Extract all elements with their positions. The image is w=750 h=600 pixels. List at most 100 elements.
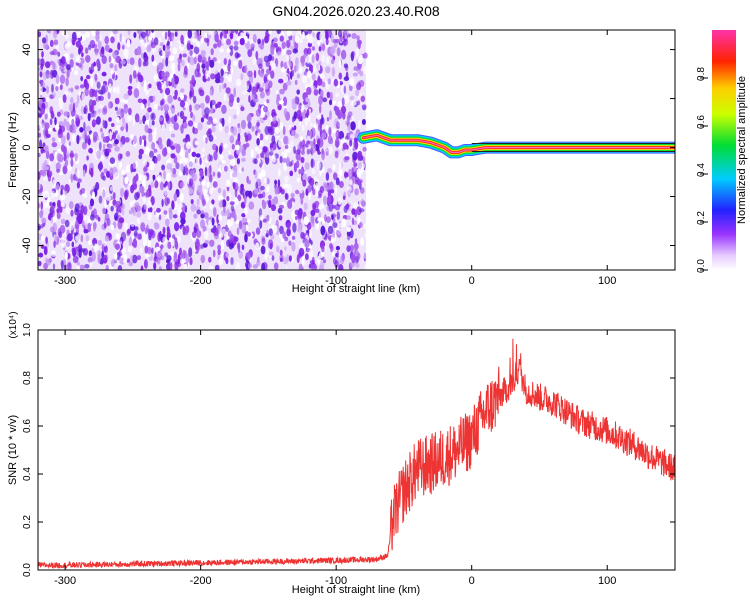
noise-blob xyxy=(302,139,306,148)
noise-blob xyxy=(351,254,356,264)
noise-blob xyxy=(104,36,109,45)
noise-blob xyxy=(41,170,47,177)
noise-blob xyxy=(361,162,365,170)
noise-blob xyxy=(52,92,56,98)
noise-blob xyxy=(164,71,170,78)
noise-blob xyxy=(158,214,162,221)
noise-blob xyxy=(212,181,218,188)
noise-blob xyxy=(241,244,245,251)
noise-blob xyxy=(348,201,353,206)
noise-blob xyxy=(39,70,43,78)
noise-blob xyxy=(142,60,147,67)
noise-blob xyxy=(51,142,58,148)
noise-blob xyxy=(301,124,305,132)
noise-blob xyxy=(121,169,126,176)
noise-blob xyxy=(67,90,72,95)
noise-blob xyxy=(81,141,87,150)
signal-track-layer-5 xyxy=(362,134,675,153)
noise-blob xyxy=(218,233,224,238)
noise-blob xyxy=(270,70,275,79)
noise-blob xyxy=(180,88,185,93)
noise-blob xyxy=(235,144,241,151)
noise-blob xyxy=(157,137,163,146)
noise-blob xyxy=(291,241,296,252)
noise-blob xyxy=(335,253,338,258)
noise-blob xyxy=(92,99,97,106)
noise-blob xyxy=(331,214,334,220)
noise-blob xyxy=(114,106,118,111)
y-tick-label: 0.8 xyxy=(22,371,33,385)
noise-blob xyxy=(179,100,186,108)
noise-blob xyxy=(259,133,264,141)
noise-blob xyxy=(209,187,214,195)
noise-blob xyxy=(159,42,164,47)
noise-blob xyxy=(40,235,45,241)
noise-blob xyxy=(38,191,42,197)
y-tick-label: 0 xyxy=(21,145,33,151)
noise-blob xyxy=(313,89,319,96)
colorbar-tick-label: 0.6 xyxy=(696,115,707,129)
noise-blob xyxy=(151,120,155,126)
noise-blob xyxy=(284,145,289,149)
noise-blob xyxy=(311,168,316,175)
noise-blob xyxy=(238,125,241,135)
noise-blob xyxy=(284,246,287,251)
noise-blob xyxy=(95,30,100,35)
noise-blob xyxy=(127,115,133,122)
noise-blob xyxy=(85,55,91,63)
noise-blob xyxy=(195,153,201,158)
noise-blob xyxy=(258,63,263,69)
noise-blob xyxy=(274,179,278,185)
noise-blob xyxy=(332,222,338,229)
noise-blob xyxy=(315,182,319,190)
noise-blob xyxy=(334,138,340,148)
noise-blob xyxy=(98,95,105,102)
noise-blob xyxy=(319,32,323,43)
noise-blob xyxy=(144,150,150,155)
noise-blob xyxy=(346,226,352,233)
noise-blob xyxy=(307,176,313,184)
noise-blob xyxy=(194,103,200,111)
noise-blob xyxy=(361,119,366,125)
noise-blob xyxy=(99,161,103,167)
colorbar-tick-label: 0.4 xyxy=(696,163,707,177)
y-tick-label: 1.0 xyxy=(22,323,33,337)
noise-blob xyxy=(170,167,174,172)
noise-blob xyxy=(108,55,112,63)
noise-blob xyxy=(335,177,340,186)
noise-blob xyxy=(298,66,303,74)
noise-blob xyxy=(151,30,154,33)
noise-blob xyxy=(61,56,66,65)
noise-blob xyxy=(115,200,121,208)
noise-blob xyxy=(218,164,224,173)
noise-blob xyxy=(89,198,95,207)
noise-blob xyxy=(317,40,321,46)
noise-blob xyxy=(61,243,66,248)
noise-blob xyxy=(319,116,325,125)
noise-blob xyxy=(207,30,213,36)
noise-blob xyxy=(38,132,41,138)
noise-blob xyxy=(42,37,47,44)
noise-blob xyxy=(305,97,309,103)
noise-blob xyxy=(212,249,216,258)
noise-blob xyxy=(138,153,143,160)
noise-blob xyxy=(364,264,367,270)
noise-blob xyxy=(170,251,175,257)
noise-blob xyxy=(145,30,149,37)
noise-blob xyxy=(205,136,208,144)
noise-blob xyxy=(84,31,90,38)
noise-blob xyxy=(124,189,129,199)
noise-blob xyxy=(306,30,312,34)
noise-blob xyxy=(172,168,177,175)
noise-blob xyxy=(302,179,307,187)
noise-blob xyxy=(140,104,145,110)
noise-blob xyxy=(159,181,164,191)
noise-blob xyxy=(73,232,79,237)
noise-blob xyxy=(295,152,301,161)
noise-blob xyxy=(92,222,97,232)
noise-blob xyxy=(294,209,300,216)
noise-blob xyxy=(228,155,234,160)
noise-blob xyxy=(88,147,93,154)
noise-blob xyxy=(125,164,131,173)
noise-blob xyxy=(356,168,362,178)
